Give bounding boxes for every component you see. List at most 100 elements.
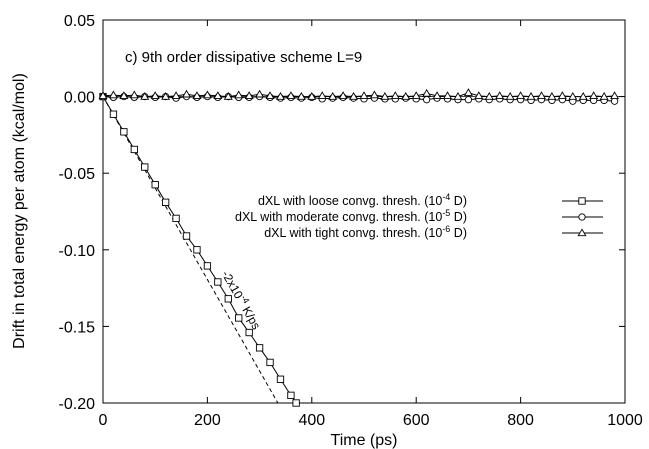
triangle-marker — [577, 228, 587, 237]
triangle-marker — [505, 92, 515, 100]
square-marker — [292, 399, 300, 407]
triangle-marker — [401, 92, 411, 100]
triangle-marker — [213, 91, 223, 99]
square-marker — [214, 278, 222, 286]
triangle-marker — [526, 92, 536, 100]
triangle-marker — [140, 92, 150, 100]
triangle-marker — [578, 92, 588, 100]
square-marker — [130, 145, 138, 154]
triangle-marker — [328, 92, 338, 100]
legend: dXL with loose convg. thresh. (10-4 D)dX… — [235, 192, 603, 240]
legend-label-exponent: -5 — [442, 208, 450, 218]
x-tick-label: 400 — [298, 412, 325, 429]
triangle-marker — [296, 92, 306, 100]
triangle-marker — [182, 89, 191, 98]
triangle-marker — [98, 91, 108, 99]
triangle-marker — [349, 92, 359, 100]
square-marker — [182, 232, 191, 240]
triangle-marker — [599, 92, 609, 100]
triangle-marker — [495, 91, 505, 99]
triangle-marker — [307, 92, 317, 100]
triangle-marker — [223, 92, 233, 100]
legend-label: dXL with tight convg. thresh. (10-6 D) — [264, 224, 467, 240]
x-axis-label: Time (ps) — [331, 432, 398, 449]
square-marker — [172, 214, 180, 223]
y-tick-label: -0.15 — [59, 319, 96, 336]
triangle-marker — [443, 91, 452, 99]
triangle-marker — [484, 92, 494, 100]
triangle-marker — [411, 91, 421, 99]
y-tick-label: 0.05 — [64, 13, 95, 30]
legend-label-exponent: -4 — [442, 192, 450, 202]
legend-label: dXL with moderate convg. thresh. (10-5 D… — [235, 208, 467, 224]
x-tick-label: 0 — [99, 412, 108, 429]
circle-marker — [464, 96, 473, 104]
series-triangle — [98, 88, 620, 100]
triangle-marker — [171, 91, 181, 99]
x-tick-label: 800 — [507, 412, 534, 429]
triangle-marker — [317, 91, 327, 99]
triangle-marker — [422, 88, 432, 97]
square-marker — [235, 314, 243, 322]
triangle-marker — [276, 92, 285, 100]
legend-label-suffix: D) — [450, 194, 467, 208]
triangle-marker — [547, 92, 557, 100]
x-tick-label: 1000 — [607, 412, 643, 429]
triangle-marker — [463, 88, 473, 96]
triangle-marker — [390, 91, 400, 99]
triangle-marker — [453, 92, 463, 100]
square-marker — [578, 197, 586, 205]
triangle-marker — [369, 90, 379, 99]
x-tick-label: 600 — [403, 412, 430, 429]
triangle-marker — [286, 91, 296, 99]
series-square — [99, 92, 300, 407]
y-tick-label: -0.20 — [59, 396, 96, 413]
legend-label-suffix: D) — [450, 226, 467, 240]
y-tick-label: -0.10 — [59, 243, 96, 260]
chart-title: c) 9th order dissipative scheme L=9 — [125, 49, 362, 66]
triangle-marker — [610, 91, 620, 99]
y-tick-label: -0.05 — [59, 166, 96, 183]
square-marker — [120, 128, 128, 136]
plot-frame — [102, 19, 626, 404]
triangle-marker — [108, 90, 118, 99]
legend-label-prefix: dXL with loose convg. thresh. (10 — [258, 194, 442, 208]
triangle-marker — [557, 91, 567, 99]
triangle-marker — [119, 91, 129, 99]
legend-label-prefix: dXL with moderate convg. thresh. (10 — [235, 210, 442, 224]
triangle-marker — [359, 91, 369, 99]
triangle-marker — [474, 91, 484, 99]
y-axis-label: Drift in total energy per atom (kcal/mol… — [11, 73, 28, 349]
reference-line — [102, 96, 279, 404]
data-series — [98, 88, 620, 407]
y-tick-label: 0.00 — [64, 90, 95, 107]
triangle-marker — [432, 91, 442, 99]
legend-label: dXL with loose convg. thresh. (10-4 D) — [258, 192, 467, 208]
square-marker — [287, 391, 295, 399]
triangle-marker — [192, 91, 202, 99]
triangle-marker — [265, 91, 275, 99]
triangle-marker — [338, 91, 348, 99]
triangle-marker — [234, 90, 244, 99]
triangle-marker — [150, 91, 160, 99]
circle-marker — [422, 96, 431, 104]
triangle-marker — [244, 91, 254, 99]
square-marker — [255, 344, 264, 352]
circle-marker — [578, 213, 586, 221]
square-marker — [161, 198, 170, 206]
square-marker — [266, 358, 274, 367]
x-tick-label: 200 — [194, 412, 221, 429]
square-marker — [109, 110, 118, 118]
square-marker — [193, 246, 201, 254]
triangle-marker — [537, 91, 546, 99]
slope-annotation-exponent: -4 — [239, 293, 252, 305]
square-marker — [203, 262, 212, 270]
tick-labels: 0 200 400 600 800 1000 0.05 0.00 -0.05 -0.10 -0.15… — [59, 13, 643, 429]
triangle-marker — [380, 92, 390, 100]
triangle-marker — [202, 90, 212, 99]
triangle-marker — [589, 91, 599, 99]
triangle-marker — [161, 92, 171, 100]
triangle-marker — [255, 89, 265, 98]
tick-marks — [102, 19, 626, 404]
